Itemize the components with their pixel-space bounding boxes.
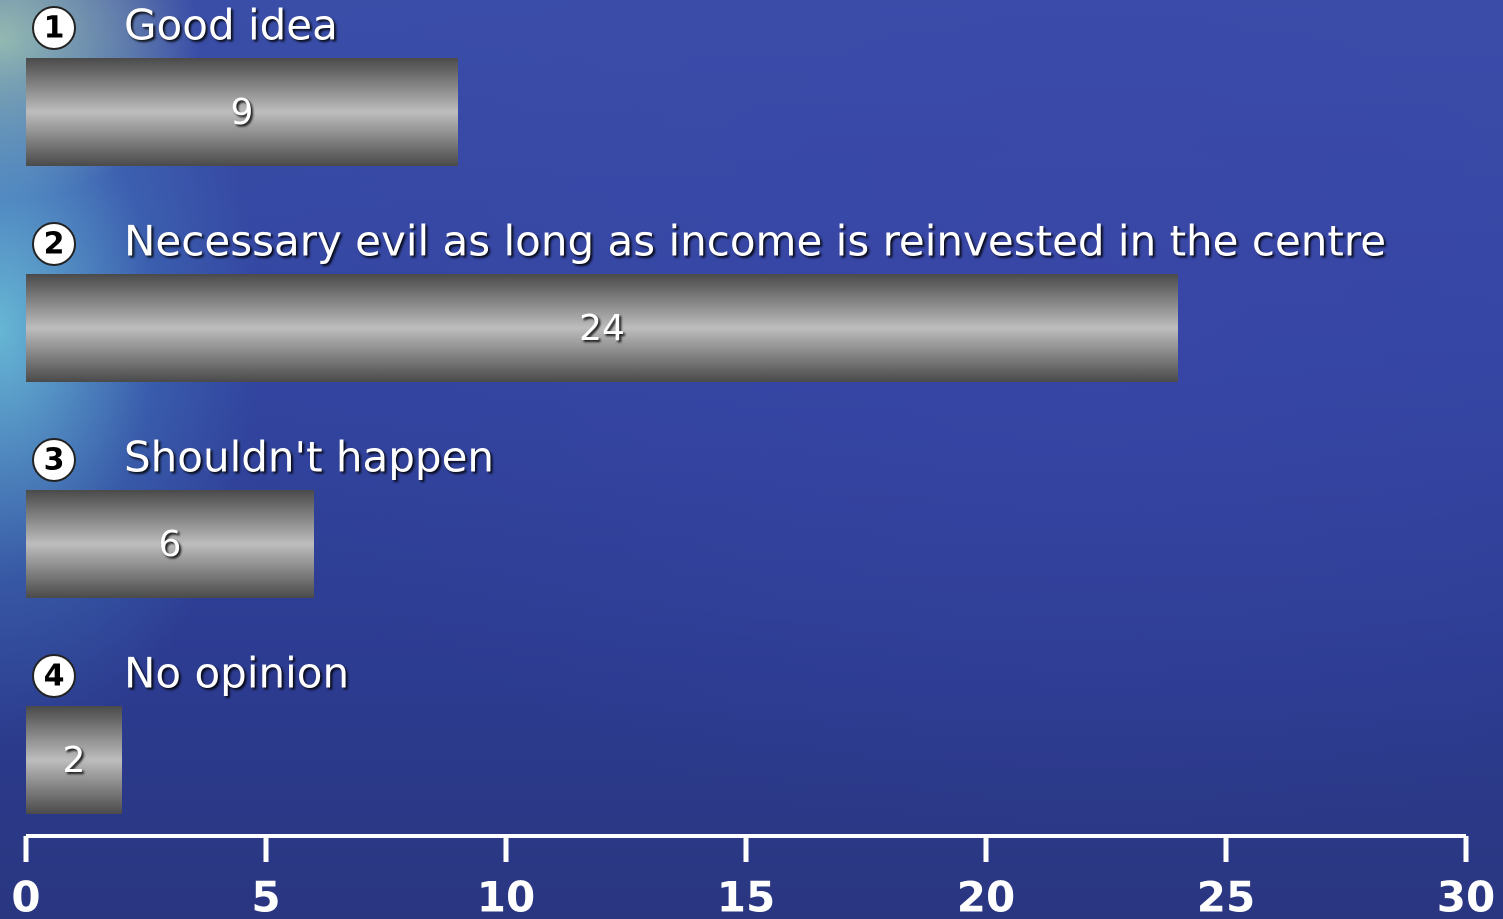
option-number: 4 (44, 659, 65, 694)
option-number: 3 (44, 443, 65, 478)
value-label: 2 (63, 740, 86, 781)
x-tick-label: 25 (1197, 873, 1255, 919)
x-tick-label: 20 (957, 873, 1015, 919)
category-label: Good idea (124, 1, 338, 50)
x-tick-label: 30 (1437, 873, 1495, 919)
x-tick-label: 10 (477, 873, 535, 919)
category-label: Shouldn't happen (124, 433, 494, 482)
option-number: 1 (44, 11, 65, 46)
chart: 1 Good idea 9 2 Necessary evil as long as in… (0, 0, 1503, 919)
x-tick-label: 0 (11, 873, 40, 919)
x-tick-label: 15 (717, 873, 775, 919)
option-number: 2 (44, 227, 65, 262)
value-label: 6 (159, 524, 182, 565)
value-label: 9 (231, 92, 254, 133)
category-label: Necessary evil as long as income is rein… (124, 217, 1386, 266)
category-label: No opinion (124, 649, 349, 698)
slide: 1 Good idea 9 2 Necessary evil as long as in… (0, 0, 1503, 919)
x-tick-label: 5 (251, 873, 280, 919)
value-label: 24 (579, 308, 625, 349)
